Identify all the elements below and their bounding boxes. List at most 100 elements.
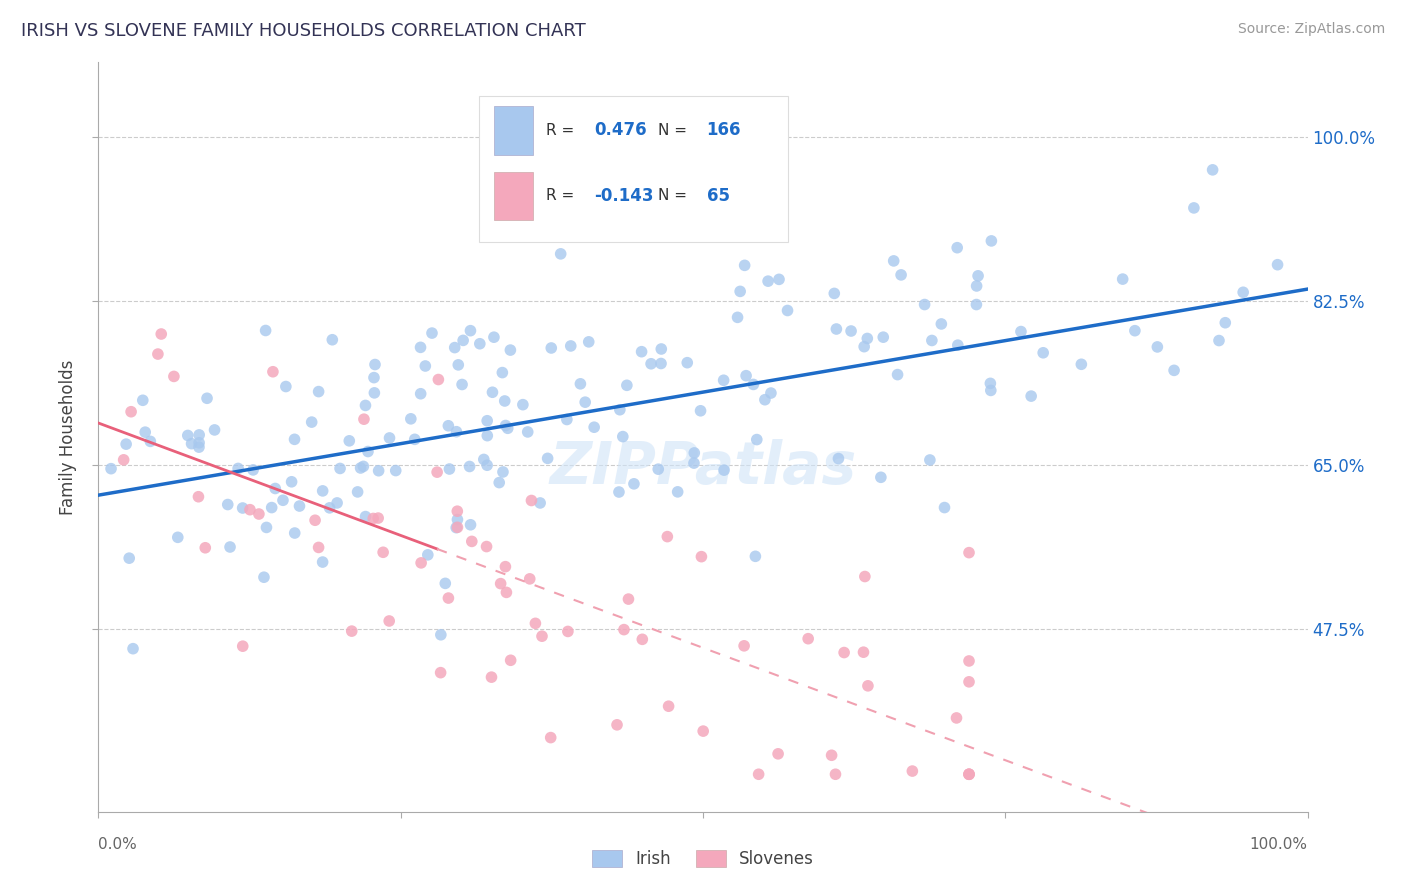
Point (187, 490, 209, 504)
Point (239, 502, 262, 516)
Point (853, 340, 876, 354)
Point (477, 428, 499, 442)
Point (384, 464, 406, 478)
Point (1163, 363, 1185, 377)
Point (1019, 389, 1042, 403)
Point (1213, 316, 1236, 330)
Point (264, 482, 287, 496)
Point (606, 718, 628, 732)
Point (612, 429, 634, 443)
Point (965, 297, 987, 311)
Point (748, 767, 770, 781)
Point (583, 420, 606, 434)
Point (409, 340, 432, 354)
Point (427, 372, 450, 386)
Point (321, 333, 343, 347)
Point (666, 484, 689, 499)
Point (870, 470, 893, 484)
Point (489, 576, 512, 591)
Point (574, 395, 596, 409)
Point (616, 378, 638, 392)
Point (499, 653, 522, 667)
Point (460, 324, 482, 338)
Point (890, 268, 912, 282)
Point (853, 569, 876, 583)
Point (560, 339, 582, 353)
Point (733, 639, 755, 653)
Point (536, 451, 558, 466)
Point (650, 357, 672, 371)
Point (426, 465, 449, 479)
Point (247, 507, 270, 521)
Point (430, 628, 453, 642)
Point (311, 555, 333, 569)
Point (856, 331, 879, 345)
Point (766, 747, 789, 761)
Point (439, 462, 461, 476)
Point (353, 412, 375, 426)
Point (411, 556, 433, 570)
Point (742, 377, 765, 392)
Point (623, 476, 645, 491)
Point (631, 632, 654, 647)
Point (727, 310, 749, 325)
Point (1201, 162, 1223, 177)
Point (745, 433, 768, 447)
Point (640, 357, 662, 371)
Point (446, 520, 468, 534)
Point (934, 500, 956, 515)
Point (744, 549, 766, 564)
Point (188, 440, 211, 454)
Point (361, 511, 384, 525)
Point (254, 324, 277, 338)
Point (415, 359, 437, 373)
Point (446, 504, 468, 518)
Text: 0.0%: 0.0% (98, 837, 138, 852)
Point (371, 545, 394, 559)
Point (820, 748, 842, 763)
Point (569, 376, 592, 391)
Point (492, 465, 515, 479)
Point (482, 330, 505, 344)
Point (979, 376, 1001, 391)
Point (120, 405, 142, 419)
Point (607, 485, 630, 500)
Point (921, 334, 943, 348)
Point (367, 464, 389, 478)
Point (980, 384, 1002, 398)
Point (519, 572, 541, 586)
Text: N =: N = (658, 123, 692, 137)
Point (461, 534, 484, 549)
FancyBboxPatch shape (494, 106, 533, 154)
Point (1267, 258, 1289, 272)
Point (957, 767, 980, 781)
Point (555, 412, 578, 426)
Point (1146, 340, 1168, 354)
Point (180, 436, 202, 450)
Point (451, 334, 474, 348)
Point (797, 632, 820, 646)
Point (494, 559, 516, 574)
Point (451, 377, 474, 392)
Point (901, 764, 924, 778)
Point (420, 326, 443, 340)
Point (253, 570, 276, 584)
Point (496, 421, 519, 435)
Point (886, 368, 908, 382)
Point (475, 458, 498, 473)
Point (609, 402, 631, 417)
Point (689, 404, 711, 418)
Point (354, 399, 377, 413)
Point (399, 412, 422, 426)
Point (416, 548, 439, 562)
Point (163, 369, 186, 384)
Point (931, 317, 953, 331)
Point (728, 285, 751, 299)
Text: 65: 65 (707, 187, 730, 205)
Point (683, 456, 706, 470)
Point (284, 526, 307, 541)
Point (529, 496, 551, 510)
Point (557, 624, 579, 639)
Point (363, 370, 385, 384)
Point (957, 654, 980, 668)
